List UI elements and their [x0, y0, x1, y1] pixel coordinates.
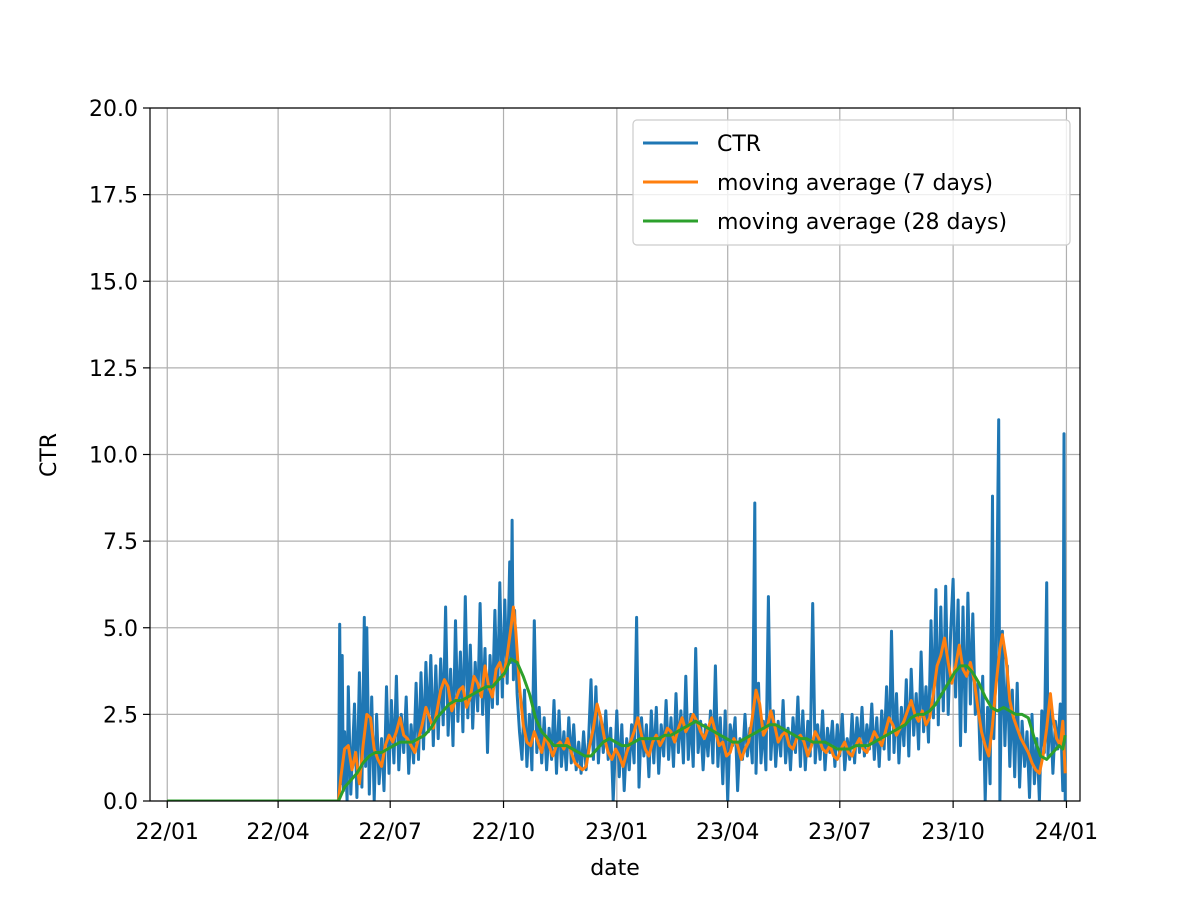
- plot-area: [167, 418, 1067, 801]
- y-axis-ticks: 0.0 2.5 5.0 7.5 10.0 12.5 15.0 17.5 20.0: [89, 97, 150, 815]
- y-tick-label: 5.0: [103, 617, 138, 642]
- x-axis-label: date: [590, 856, 640, 881]
- series-line-1: [167, 605, 1067, 801]
- series-lines: [167, 418, 1067, 801]
- y-tick-label: 15.0: [89, 270, 138, 295]
- legend: CTR moving average (7 days) moving average…: [632, 119, 1071, 246]
- x-tick-label: 22/04: [246, 820, 309, 845]
- x-tick-label: 23/07: [808, 820, 871, 845]
- legend-box: [632, 119, 1071, 246]
- series-line-2: [167, 657, 1067, 801]
- x-tick-label: 22/07: [358, 820, 421, 845]
- x-tick-label: 23/04: [696, 820, 759, 845]
- x-axis-ticks: 22/01 22/04 22/07 22/10 23/01 23/04 23/07 23/10…: [136, 801, 1098, 845]
- series-line-0: [167, 418, 1067, 801]
- y-tick-label: 20.0: [89, 97, 138, 122]
- legend-label-2: moving average (28 days): [717, 210, 1007, 235]
- y-tick-label: 2.5: [103, 703, 138, 728]
- legend-label-0: CTR: [717, 132, 761, 157]
- x-tick-label: 22/01: [136, 820, 199, 845]
- y-tick-label: 0.0: [103, 790, 138, 815]
- x-tick-label: 23/01: [585, 820, 648, 845]
- y-tick-label: 17.5: [89, 184, 138, 209]
- y-tick-label: 7.5: [103, 530, 138, 555]
- y-tick-label: 12.5: [89, 357, 138, 382]
- y-axis-label: CTR: [37, 433, 62, 477]
- x-tick-label: 23/10: [921, 820, 984, 845]
- x-tick-label: 22/10: [472, 820, 535, 845]
- x-tick-label: 24/01: [1035, 820, 1098, 845]
- legend-label-1: moving average (7 days): [717, 171, 993, 196]
- y-tick-label: 10.0: [89, 444, 138, 469]
